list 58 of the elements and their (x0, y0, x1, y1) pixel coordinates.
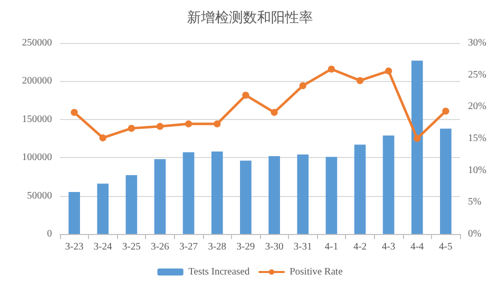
point (299, 82, 306, 90)
bar (326, 156, 338, 234)
bar (126, 175, 138, 234)
point (414, 135, 421, 142)
point (99, 134, 106, 142)
x-tick-label: 3-25 (122, 242, 141, 252)
point (128, 124, 135, 132)
bar (268, 156, 280, 234)
y2-tick-label: 15% (468, 133, 486, 144)
point (242, 92, 250, 99)
chart-title: 新增检测数和阳性率 (187, 10, 313, 26)
legend-label: Tests Increased (188, 266, 250, 278)
point (328, 66, 335, 73)
bar (240, 160, 252, 234)
bar (411, 60, 423, 234)
y-tick-label: 200000 (22, 76, 52, 87)
x-tick-label: 4-3 (382, 242, 396, 252)
x-tick-label: 3-31 (294, 242, 312, 252)
bar (211, 151, 223, 234)
y-tick-label: 150000 (22, 114, 52, 125)
y-tick-label: 250000 (22, 38, 52, 48)
x-tick-label: 3-28 (208, 242, 226, 252)
y2-tick-label: 25% (468, 69, 486, 80)
x-tick-label: 4-2 (353, 242, 367, 252)
bar (297, 154, 309, 234)
bar (440, 128, 452, 234)
x-tick-label: 3-30 (265, 242, 284, 252)
bar (97, 184, 109, 234)
point (214, 120, 221, 128)
point (385, 68, 392, 75)
x-tick-label: 3-26 (150, 242, 170, 252)
point (356, 77, 364, 84)
point (270, 108, 278, 116)
bar (382, 135, 394, 234)
y2-tick-label: 0% (468, 228, 482, 240)
y-tick-label: 100000 (22, 152, 52, 164)
bar (68, 192, 80, 234)
bar (154, 159, 166, 234)
x-tick-label: 4-5 (439, 242, 452, 252)
bar (354, 144, 366, 234)
point (442, 108, 450, 115)
x-tick-label: 4-1 (324, 242, 338, 252)
x-tick-label: 3-24 (94, 242, 112, 252)
y-tick-label: 0 (47, 228, 52, 240)
point (185, 120, 192, 128)
y2-tick-label: 30% (468, 38, 486, 48)
legend-label: Positive Rate (290, 266, 344, 278)
x-tick-label: 4-4 (410, 242, 424, 252)
x-tick-label: 3-29 (236, 242, 255, 252)
x-tick-label: 3-27 (179, 242, 198, 252)
x-tick-label: 3-23 (65, 242, 84, 252)
y2-tick-label: 20% (468, 101, 486, 112)
point (70, 108, 78, 116)
bar (182, 152, 194, 234)
y2-tick-label: 10% (468, 164, 486, 176)
point (156, 122, 164, 130)
y2-tick-label: 5% (468, 196, 482, 208)
y-tick-label: 50000 (27, 190, 52, 202)
